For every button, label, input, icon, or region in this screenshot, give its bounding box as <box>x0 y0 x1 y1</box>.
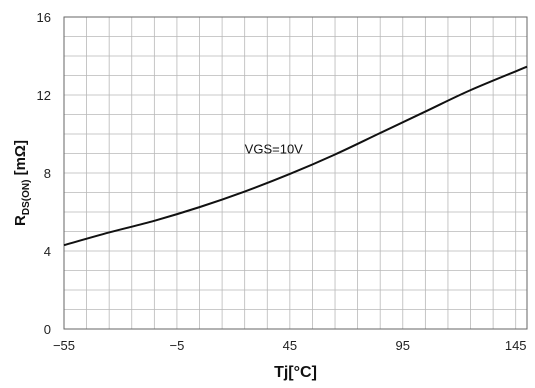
tick-layer: −55 −5 45 95 145 0 4 8 12 16 <box>37 10 527 353</box>
annotation-vgs: VGS=10V <box>245 142 304 157</box>
plot-frame <box>63 16 528 330</box>
x-tick-label-2: 45 <box>283 338 297 353</box>
x-tick-label-0: −55 <box>53 338 75 353</box>
series-line-vgs-10v <box>63 65 528 247</box>
y-axis-title-subscript: DS(ON) <box>21 180 32 216</box>
y-tick-label-4: 16 <box>37 10 51 25</box>
y-axis-title: RDS(ON) [mΩ] <box>12 140 32 226</box>
y-tick-label-0: 0 <box>44 322 51 337</box>
x-axis-title: Tj[°C] <box>274 364 317 381</box>
y-tick-label-3: 12 <box>37 88 51 103</box>
x-tick-label-1: −5 <box>170 338 185 353</box>
y-tick-label-2: 8 <box>44 166 51 181</box>
grid-layer <box>63 16 527 330</box>
y-axis-title-unit: [mΩ] <box>12 140 29 180</box>
y-tick-label-1: 4 <box>44 244 51 259</box>
x-tick-label-4: 145 <box>505 338 527 353</box>
y-axis-title-main: R <box>12 215 29 226</box>
x-tick-label-3: 95 <box>396 338 410 353</box>
